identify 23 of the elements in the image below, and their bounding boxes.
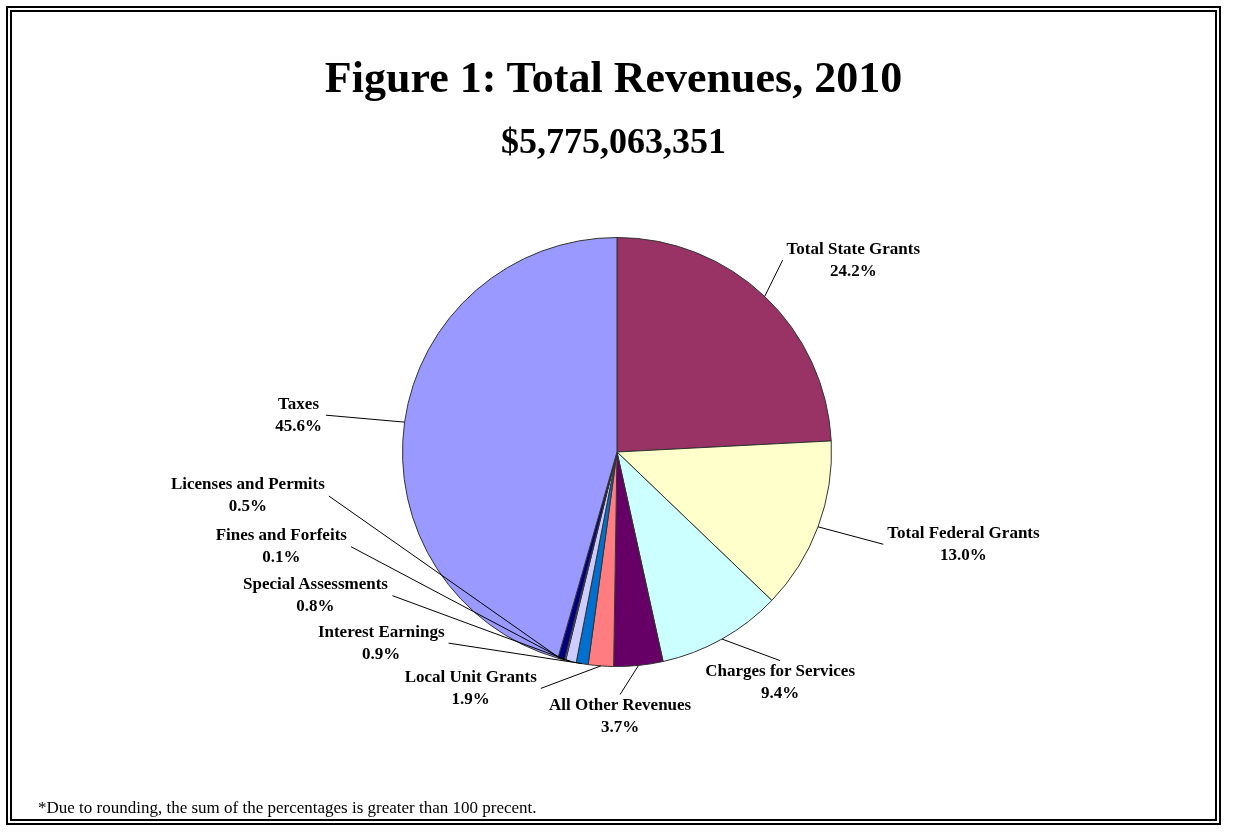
slice-label: Interest Earnings	[317, 621, 445, 641]
slice-label: All Other Revenues	[548, 694, 692, 714]
data-label: 45.6%	[275, 415, 322, 435]
data-label: 24.2%	[829, 260, 877, 280]
slice-label: Local Unit Grants	[404, 666, 538, 686]
slice-label: Taxes	[278, 393, 320, 413]
data-label: 1.9%	[451, 688, 490, 708]
data-label: 3.7%	[600, 716, 640, 736]
data-label: 0.5%	[228, 496, 268, 516]
chart-title: Figure 1: Total Revenues, 2010	[323, 52, 904, 103]
slice-label: Total State Grants	[786, 238, 921, 258]
slice-label: Licenses and Permits	[170, 474, 326, 494]
data-label: 0.8%	[296, 596, 335, 616]
slice-label: Fines and Forfeits	[215, 525, 348, 545]
text: *Due to rounding, the sum of the percentages is greater than 100 precent.	[38, 798, 537, 818]
data-label: 9.4%	[760, 683, 800, 703]
chart-subtitle: $5,775,063,351	[500, 120, 727, 162]
data-label: 13.0%	[940, 544, 987, 564]
slice-label: Charges for Services	[705, 661, 856, 681]
data-label: 0.1%	[262, 547, 301, 567]
slice-label: Special Assessments	[242, 574, 389, 594]
data-label: 0.9%	[362, 643, 401, 663]
slice-label: Total Federal Grants	[887, 522, 1040, 542]
